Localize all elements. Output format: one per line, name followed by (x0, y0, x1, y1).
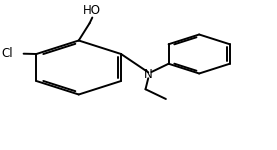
Text: HO: HO (83, 4, 101, 17)
Text: Cl: Cl (2, 47, 13, 60)
Text: N: N (144, 69, 153, 81)
